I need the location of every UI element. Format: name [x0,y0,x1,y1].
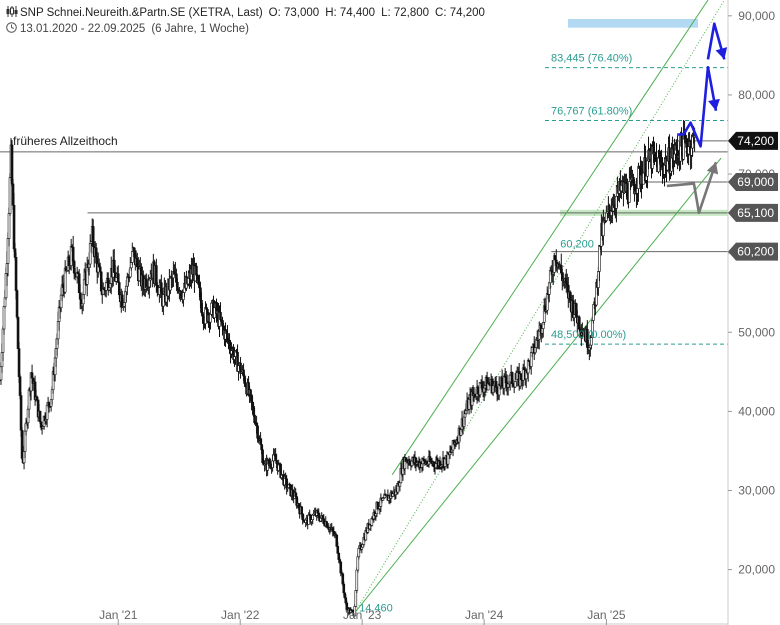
date-range-info: 13.01.2020 - 22.09.2025 (6 Jahre, 1 Woche… [6,22,249,36]
x-tick-label: Jan '23 [343,608,382,622]
instrument-info: SNP Schnei.Neureith.&Partn.SE (XETRA, La… [6,6,485,20]
price-tag-shape [728,203,778,222]
price-tag-label: 69,000 [737,175,774,189]
candle [69,238,73,271]
candle-body [98,266,102,273]
clock-icon [6,22,20,36]
high-value: H: 74,400 [325,7,376,20]
candle-body [195,265,198,276]
candle-body [133,247,136,252]
candle [15,289,19,320]
candle-body [513,381,517,388]
candle-body [275,460,278,464]
scenario-paths [666,22,728,215]
x-tick-label: Jan '22 [221,608,260,622]
candle-body [71,246,75,262]
low-value: L: 72,800 [381,7,430,20]
open-value: O: 73,000 [268,7,320,20]
channel-mid-line [353,0,725,614]
candle-body [219,312,222,320]
candle-body [2,306,6,330]
candles [0,119,696,619]
point-label-0: 14,460 [359,602,393,614]
fib-label-2: 48,500 (0.00%) [551,329,626,341]
price-tag-shape [728,172,778,191]
y-tick-label: 80,000 [738,88,775,102]
channel-upper-line [391,0,709,475]
labels: früheres Allzeithoch 83,445 (76.40%) 76,76… [13,53,632,615]
candle-body [311,514,315,521]
candle [31,376,35,391]
y-tick-label: 90,000 [738,9,775,23]
instrument-name: SNP Schnei.Neureith.&Partn.SE (XETRA, La… [20,7,263,20]
scenario-arrowhead-1 [715,47,728,60]
price-tag-74-200: 74,200 [728,131,778,150]
candle-body [249,389,252,396]
period-length: (6 Jahre, 1 Woche) [151,23,249,36]
x-tick-label: Jan '21 [99,608,138,622]
scenario-path-1 [706,22,726,60]
fib-label-0: 83,445 (76.40%) [551,53,632,65]
candle-body [104,282,108,291]
x-tick-label: Jan '24 [465,608,504,622]
fib-label-1: 76,767 (61.80%) [551,106,632,118]
date-range: 13.01.2020 - 22.09.2025 [20,23,146,36]
y-tick-label: 40,000 [738,404,775,418]
close-value: C: 74,200 [435,7,485,20]
price-tags: 74,200 69,000 65,100 60,200 [728,131,778,261]
scenario-path-2 [666,161,718,215]
candle [63,260,67,294]
price-tag-shape [728,242,778,261]
x-axis: Jan '21 Jan '22 Jan '23 Jan '24 Jan '25 [0,608,728,625]
price-tag-label: 65,100 [737,206,774,220]
candle-body [256,425,259,439]
price-tag-69-000: 69,000 [728,172,778,191]
x-tick-label: Jan '25 [587,608,626,622]
candle [239,357,242,379]
point-label-1: 60,200 [560,239,594,251]
candlestick-icon [6,6,20,20]
candle-body [336,546,340,554]
candle-body [15,290,19,318]
target-zone [568,18,698,28]
price-tag-label: 60,200 [737,245,774,259]
candle-body [494,381,498,388]
scenario-arrowhead-2 [706,162,719,175]
price-tag-60-200: 60,200 [728,242,778,261]
candle-body [300,506,303,515]
y-tick-label: 30,000 [738,484,775,498]
channel-lower-line [353,157,722,614]
y-axis: 90,00080,00070,00060,00050,00040,00030,0… [727,0,775,625]
y-tick-label: 20,000 [738,563,775,577]
chart-header: SNP Schnei.Neureith.&Partn.SE (XETRA, La… [0,0,720,40]
price-tag-shape [728,131,778,150]
candle-body [10,144,14,185]
candle-body [17,348,21,377]
price-tag-65-100: 65,100 [728,203,778,222]
candle-body [8,177,12,214]
price-tag-label: 74,200 [737,134,774,148]
candle-body [38,410,42,423]
scenario-path-0 [677,65,718,148]
candle-body [12,204,16,250]
candle-body [35,396,39,401]
candle-body [342,583,346,594]
candle-body [7,213,11,239]
candle-body [19,395,23,431]
candle-body [355,569,359,591]
annotation-label: früheres Allzeithoch [13,134,118,148]
y-tick-label: 50,000 [738,325,775,339]
trend-channel [353,0,725,614]
scenario-arrowhead-0 [708,98,720,111]
candle-body [14,257,18,291]
